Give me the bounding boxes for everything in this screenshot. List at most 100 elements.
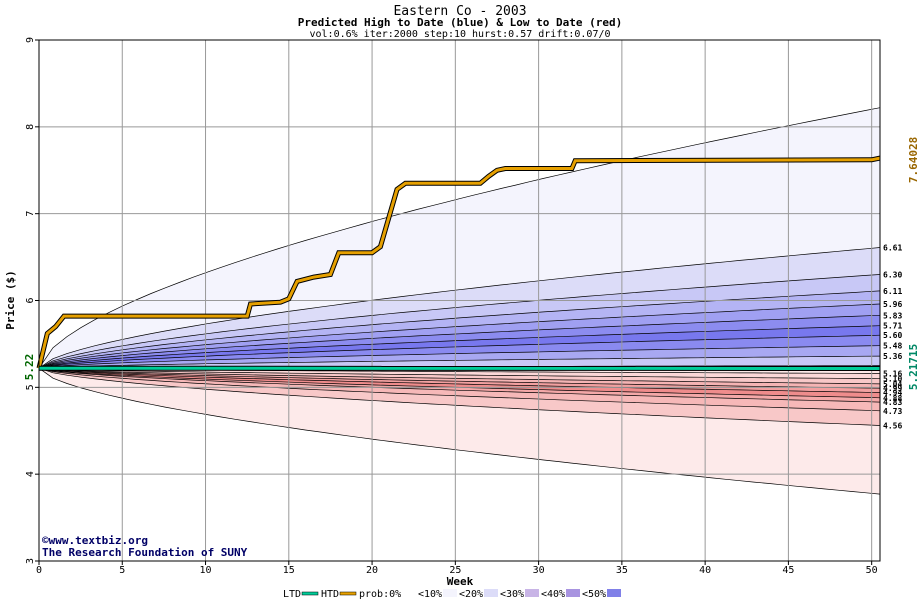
low-band-edge — [38, 367, 881, 393]
low-band — [39, 368, 880, 403]
end-value-label: 5.71 — [883, 322, 902, 331]
end-value-label: 5.36 — [883, 352, 902, 361]
y-tick-label: 8 — [25, 124, 36, 130]
y-axis-label: Price ($) — [4, 270, 17, 330]
legend-swatch — [525, 589, 539, 597]
legend-label: LTD — [283, 589, 301, 600]
y-tick-label: 6 — [25, 297, 36, 303]
end-value-label: 5.16 — [883, 369, 902, 378]
x-tick-label: 35 — [616, 565, 628, 576]
high-band-edge — [38, 334, 881, 369]
low-band — [39, 368, 880, 426]
x-tick-label: 0 — [36, 565, 42, 576]
legend-swatch — [484, 589, 498, 597]
x-tick-label: 20 — [366, 565, 378, 576]
credit-line-1: ©www.textbiz.org — [42, 534, 148, 547]
end-value-label: 6.11 — [883, 287, 902, 296]
legend-swatch — [339, 591, 357, 596]
high-band-edge — [38, 314, 881, 369]
low-band-edge — [38, 367, 881, 495]
htd-end-label: 7.64028 — [907, 137, 920, 183]
low-band — [39, 368, 880, 393]
legend-label: HTD — [321, 589, 339, 600]
high-band-edge — [38, 345, 881, 369]
end-value-label: 4.94 — [883, 389, 902, 398]
grid-lines — [38, 39, 880, 562]
htd-line — [37, 156, 881, 369]
legend-label: <20% — [459, 589, 483, 600]
legend-label: <30% — [500, 589, 524, 600]
low-band — [39, 368, 880, 398]
high-band — [39, 356, 880, 369]
y-tick-label: 7 — [25, 211, 36, 217]
end-value-label: 4.88 — [883, 394, 902, 403]
ltd-end-label: 5.21715 — [907, 344, 920, 390]
chart-params: vol:0.6% iter:2000 step:10 hurst:0.57 dr… — [309, 29, 610, 40]
legend-label: <50% — [582, 589, 606, 600]
high-band — [39, 247, 880, 369]
low-band — [39, 368, 880, 495]
end-value-label: 5.10 — [883, 375, 902, 384]
legend-swatch — [443, 589, 457, 597]
high-band-edge — [38, 274, 881, 369]
series-layer — [36, 155, 881, 371]
end-value-label: 5.04 — [883, 380, 902, 389]
chart-subtitle: Predicted High to Date (blue) & Low to D… — [298, 16, 623, 29]
end-value-label: 4.83 — [883, 398, 902, 407]
low-band — [39, 368, 880, 384]
end-value-label: 6.30 — [883, 270, 902, 279]
low-band-edge — [38, 367, 881, 403]
legend-swatch — [402, 589, 416, 597]
high-band — [39, 345, 880, 369]
legend: LTD HTD prob:0% <10% <20% <30% <40% <50% — [283, 589, 621, 600]
low-band-edge — [38, 367, 881, 380]
credit-line-2: The Research Foundation of SUNY — [42, 546, 248, 559]
x-tick-label: 10 — [200, 565, 212, 576]
end-value-label: 5.83 — [883, 311, 902, 320]
low-band-edge — [38, 367, 881, 385]
end-value-label: 4.56 — [883, 422, 902, 431]
end-value-label: 6.61 — [883, 244, 902, 253]
x-tick-label: 30 — [533, 565, 545, 576]
low-band — [39, 368, 880, 411]
high-band-edge — [38, 355, 881, 369]
y-tick-label: 3 — [25, 558, 36, 564]
x-tick-label: 50 — [866, 565, 878, 576]
high-band — [39, 325, 880, 369]
legend-label: <40% — [541, 589, 565, 600]
low-band — [39, 368, 880, 379]
end-value-labels: 6.61 6.30 6.11 5.96 5.83 5.715.60 5.485.36 5.16… — [883, 244, 902, 431]
end-value-label: 4.73 — [883, 407, 902, 416]
high-band-edge — [38, 107, 881, 369]
legend-label: <10% — [418, 589, 442, 600]
high-band-edge — [38, 303, 881, 369]
low-band-edge — [38, 367, 881, 389]
high-band — [39, 290, 880, 369]
low-band — [39, 368, 880, 389]
end-value-label: 5.48 — [883, 342, 902, 351]
high-band — [39, 315, 880, 369]
high-band — [39, 274, 880, 369]
end-value-label: 4.99 — [883, 384, 902, 393]
legend-label: prob:0% — [359, 589, 401, 600]
x-tick-label: 40 — [699, 565, 711, 576]
y-tick-label: 5 — [25, 384, 36, 390]
low-band-edge — [38, 367, 881, 412]
high-band — [39, 304, 880, 369]
legend-swatch — [566, 589, 580, 597]
x-tick-label: 25 — [449, 565, 461, 576]
legend-swatch — [607, 589, 621, 597]
start-value-label: 5.22 — [23, 354, 36, 381]
x-tick-label: 5 — [119, 565, 125, 576]
high-band — [39, 335, 880, 369]
x-tick-label: 15 — [283, 565, 295, 576]
high-band-edge — [38, 290, 881, 369]
x-tick-label: 45 — [782, 565, 794, 576]
high-band-edge — [38, 247, 881, 369]
high-band-edge — [38, 325, 881, 369]
y-tick-label: 9 — [25, 37, 36, 43]
x-axis-ticks: 0 5 10 15 20 25 30 35 40 45 50 — [36, 561, 878, 576]
y-axis-ticks: 3 4 5 6 7 8 9 — [25, 37, 39, 564]
end-value-label: 5.96 — [883, 300, 902, 309]
